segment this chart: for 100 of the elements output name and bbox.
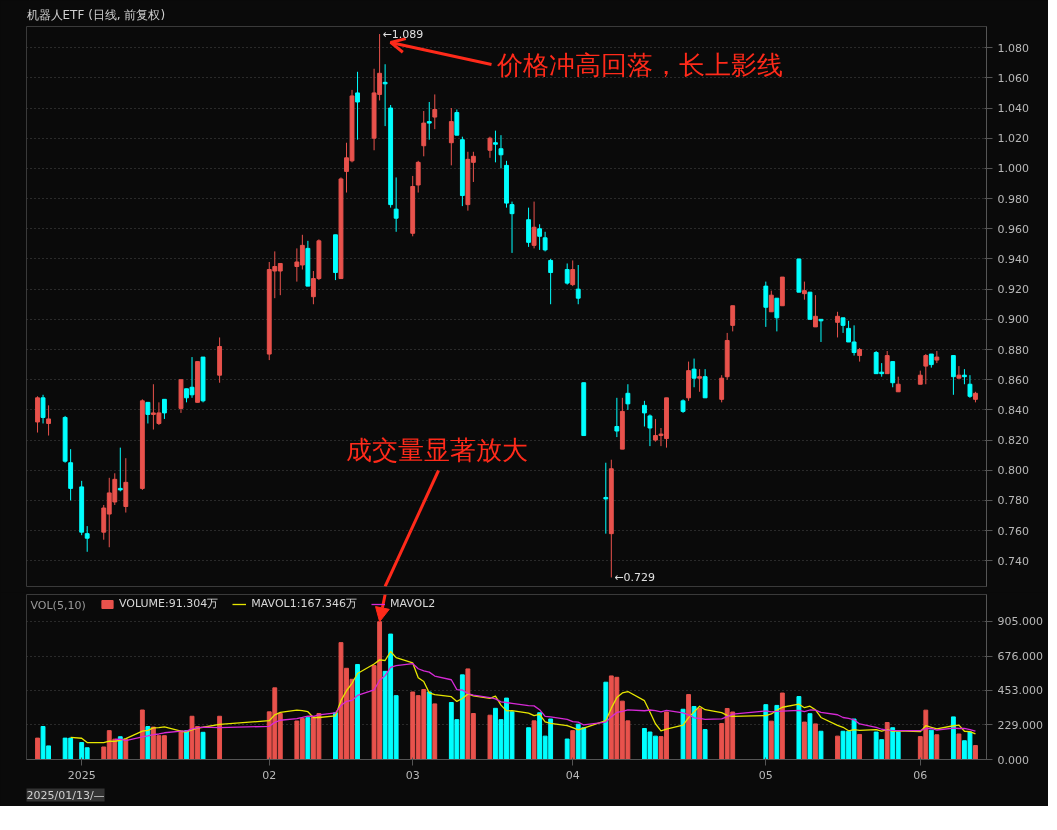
candlestick — [813, 294, 818, 328]
candlestick — [448, 107, 454, 166]
chart-title: 机器人ETF (日线, 前复权) — [26, 7, 166, 22]
candlestick — [923, 353, 929, 385]
y-tick-label: 0.900 — [997, 313, 1029, 327]
candlestick — [454, 109, 460, 136]
bar — [686, 694, 691, 760]
bar — [702, 729, 708, 760]
candlestick — [415, 160, 421, 194]
y-tick-label: 1.020 — [997, 132, 1029, 146]
x-tick-label: 05 — [758, 768, 773, 782]
candlestick — [531, 201, 537, 249]
bar — [603, 681, 609, 760]
candlestick — [967, 374, 973, 399]
candlestick — [603, 462, 609, 535]
annotation: 价格冲高回落，长上影线 — [495, 49, 783, 80]
x-tick-label: 2025 — [67, 768, 96, 782]
annotation: ←1.089 — [382, 27, 424, 41]
y-tick-label: 0.000 — [997, 753, 1029, 767]
bar — [200, 731, 206, 760]
y-tick-label: 0.880 — [997, 343, 1029, 357]
candlestick — [570, 259, 576, 287]
bar — [426, 691, 432, 760]
bar — [857, 733, 863, 760]
candlestick — [46, 404, 51, 437]
bar — [432, 703, 438, 760]
y-tick-label: 0.980 — [997, 192, 1029, 206]
y-tick-label: 0.780 — [997, 494, 1029, 508]
bar — [570, 730, 576, 760]
bar — [145, 726, 151, 760]
candlestick — [426, 101, 432, 141]
candlestick — [884, 350, 890, 375]
candlestick — [697, 368, 703, 393]
bar — [950, 716, 956, 760]
bar — [680, 708, 686, 760]
candlestick — [487, 136, 493, 159]
y-tick-label: 1.060 — [997, 71, 1029, 85]
annotation: 成交量显著放大 — [345, 434, 528, 465]
candlestick — [702, 368, 708, 399]
y-tick-label: 0.820 — [997, 434, 1029, 448]
legend-label: VOLUME:91.304万 — [119, 596, 219, 611]
line-series — [69, 650, 977, 744]
candlestick — [890, 361, 896, 388]
bar — [807, 713, 813, 760]
bar — [763, 704, 769, 760]
bar — [813, 723, 818, 760]
candlestick — [575, 264, 581, 305]
bar — [305, 717, 311, 760]
annotation: ←0.729 — [614, 570, 656, 584]
y-tick-label: 0.760 — [997, 524, 1029, 538]
bar — [123, 738, 129, 760]
candlestick — [802, 281, 807, 301]
candlestick — [493, 130, 498, 163]
candlestick — [564, 262, 570, 286]
y-tick-label: 0.960 — [997, 222, 1029, 236]
y-tick-label: 1.040 — [997, 102, 1029, 116]
candlestick — [393, 176, 399, 233]
y-tick-label: 0.940 — [997, 252, 1029, 266]
candlestick — [84, 525, 90, 553]
candlestick — [835, 311, 840, 338]
candlestick — [642, 400, 647, 427]
y-tick-label: 1.080 — [997, 41, 1029, 55]
candlestick — [774, 297, 780, 332]
candlestick — [498, 134, 504, 169]
bar — [117, 736, 123, 760]
x-tick-label: 06 — [913, 768, 928, 782]
bar — [774, 704, 780, 760]
candlestick — [956, 365, 962, 379]
candlestick — [647, 413, 653, 447]
candlestick — [526, 207, 531, 248]
legend-title: VOL(5,10) — [30, 598, 86, 612]
candlestick — [768, 290, 774, 313]
bar — [796, 696, 802, 760]
x-tick-label: 03 — [405, 768, 420, 782]
bar — [835, 735, 840, 760]
y-tick-label: 0.800 — [997, 464, 1029, 478]
bar — [818, 730, 824, 760]
bar — [487, 714, 493, 760]
x-tick-label: 04 — [565, 768, 580, 782]
bar — [884, 722, 890, 760]
candlestick — [730, 305, 736, 332]
candlestick — [625, 383, 631, 411]
bar — [802, 721, 807, 760]
bar — [217, 715, 223, 760]
candlestick — [509, 201, 515, 254]
candlestick — [355, 71, 360, 141]
y-tick-label: 453.000 — [997, 684, 1043, 698]
candlestick — [162, 398, 167, 420]
bar — [691, 705, 697, 760]
y-tick-label: 1.000 — [997, 162, 1029, 176]
candlestick — [145, 401, 151, 424]
bar — [768, 720, 774, 760]
bar — [779, 692, 785, 760]
legend-label: MAVOL1:167.346万 — [251, 596, 357, 611]
candlestick — [719, 374, 725, 403]
y-tick-label: 0.860 — [997, 373, 1029, 387]
y-tick-label: 0.920 — [997, 283, 1029, 297]
y-tick-label: 0.740 — [997, 554, 1029, 568]
y-tick-label: 905.000 — [997, 615, 1043, 629]
y-tick-label: 229.000 — [997, 718, 1043, 732]
